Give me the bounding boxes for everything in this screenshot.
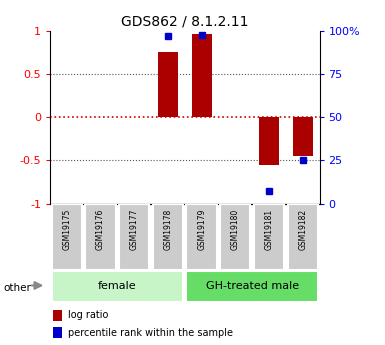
Text: GSM19179: GSM19179 [197,209,206,250]
Text: GSM19176: GSM19176 [96,209,105,250]
Bar [85,204,116,270]
Bar [158,52,178,117]
Bar [52,271,183,302]
Bar [288,204,318,270]
Bar [220,204,251,270]
Bar [186,204,217,270]
Bar [53,310,62,321]
Bar [52,204,82,270]
Text: GSM19177: GSM19177 [130,209,139,250]
Text: percentile rank within the sample: percentile rank within the sample [68,328,233,337]
Text: log ratio: log ratio [68,310,108,320]
Text: female: female [98,282,137,291]
Bar [259,117,279,165]
Text: GSM19182: GSM19182 [298,209,307,250]
Text: GSM19178: GSM19178 [164,209,172,250]
Text: GSM19180: GSM19180 [231,209,240,250]
Text: GSM19181: GSM19181 [264,209,273,250]
Bar [186,271,318,302]
Bar [293,117,313,156]
Text: other: other [4,283,32,293]
Bar [254,204,284,270]
Bar [119,204,149,270]
Bar [192,34,212,117]
Text: GSM19175: GSM19175 [62,209,71,250]
Title: GDS862 / 8.1.2.11: GDS862 / 8.1.2.11 [121,14,249,29]
Bar [53,327,62,338]
Text: GH-treated male: GH-treated male [206,282,299,291]
Bar [153,204,183,270]
